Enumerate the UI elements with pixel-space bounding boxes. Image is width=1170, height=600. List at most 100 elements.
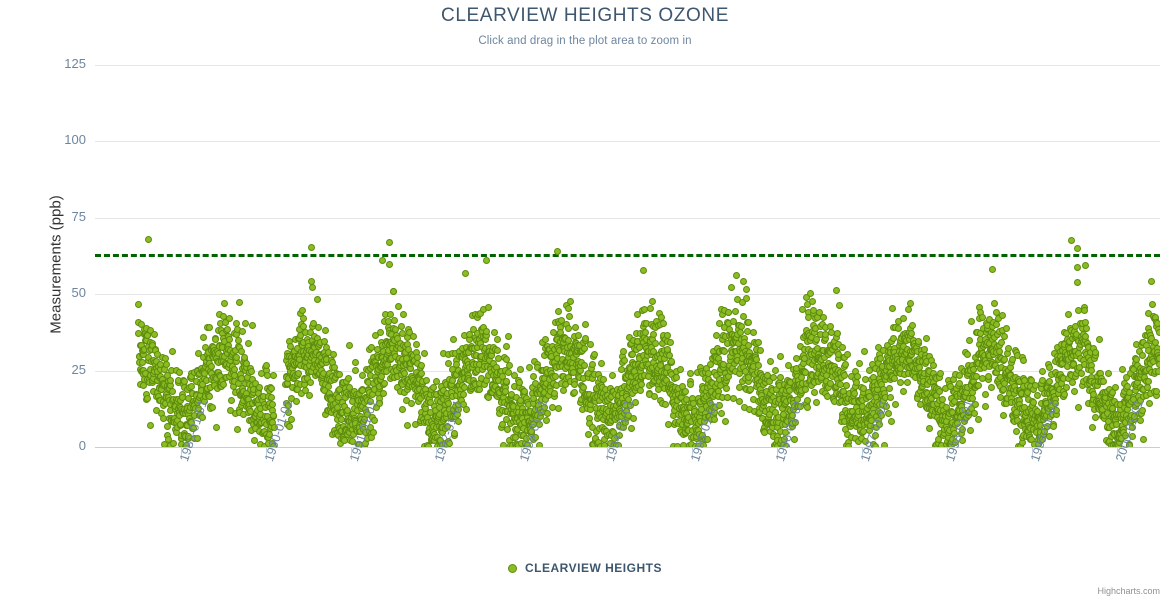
- data-point-maximum[interactable]: [1073, 244, 1081, 252]
- data-point[interactable]: [313, 296, 321, 304]
- data-point[interactable]: [459, 391, 467, 399]
- data-point[interactable]: [1149, 300, 1157, 308]
- data-point[interactable]: [345, 374, 353, 382]
- data-point[interactable]: [554, 308, 562, 316]
- data-point[interactable]: [449, 335, 457, 343]
- data-point[interactable]: [810, 388, 818, 396]
- data-point[interactable]: [307, 243, 315, 251]
- data-point[interactable]: [483, 327, 491, 335]
- data-point[interactable]: [189, 425, 197, 433]
- data-point[interactable]: [330, 350, 338, 358]
- data-point[interactable]: [981, 402, 989, 410]
- data-point[interactable]: [494, 335, 502, 343]
- data-point[interactable]: [225, 336, 233, 344]
- data-point[interactable]: [306, 378, 314, 386]
- data-point[interactable]: [525, 363, 533, 371]
- data-point[interactable]: [887, 393, 895, 401]
- data-point[interactable]: [990, 299, 998, 307]
- data-point[interactable]: [757, 347, 765, 355]
- data-point[interactable]: [743, 285, 751, 293]
- data-point[interactable]: [407, 399, 415, 407]
- data-point[interactable]: [999, 312, 1007, 320]
- data-point[interactable]: [256, 383, 264, 391]
- data-point[interactable]: [462, 405, 470, 413]
- data-point[interactable]: [835, 301, 843, 309]
- data-point[interactable]: [221, 300, 229, 308]
- data-point[interactable]: [555, 405, 563, 412]
- data-point[interactable]: [242, 320, 250, 328]
- data-point[interactable]: [687, 381, 695, 389]
- data-point[interactable]: [162, 354, 170, 362]
- data-point[interactable]: [267, 385, 275, 393]
- data-point[interactable]: [238, 327, 246, 335]
- data-point[interactable]: [167, 376, 175, 384]
- data-point-maximum[interactable]: [378, 257, 386, 265]
- data-point[interactable]: [541, 335, 549, 343]
- data-point[interactable]: [1012, 427, 1020, 435]
- data-point-maximum[interactable]: [733, 272, 741, 280]
- data-point[interactable]: [777, 353, 785, 361]
- data-point[interactable]: [841, 371, 849, 379]
- data-point[interactable]: [609, 372, 617, 380]
- data-point[interactable]: [579, 383, 587, 391]
- data-point[interactable]: [899, 315, 907, 323]
- data-point[interactable]: [490, 328, 498, 336]
- data-point[interactable]: [888, 305, 896, 313]
- data-point[interactable]: [211, 335, 219, 343]
- data-point[interactable]: [725, 308, 733, 316]
- data-point[interactable]: [484, 304, 492, 312]
- data-point[interactable]: [1073, 263, 1081, 271]
- data-point[interactable]: [205, 324, 213, 332]
- data-point[interactable]: [504, 425, 512, 433]
- data-point[interactable]: [571, 324, 579, 332]
- data-point[interactable]: [925, 424, 933, 432]
- data-point[interactable]: [742, 294, 750, 302]
- data-point-maximum[interactable]: [386, 238, 394, 246]
- data-point[interactable]: [403, 422, 411, 430]
- data-point[interactable]: [904, 379, 912, 387]
- data-point[interactable]: [1082, 262, 1090, 270]
- data-point[interactable]: [963, 351, 971, 359]
- data-point[interactable]: [199, 413, 207, 421]
- data-point[interactable]: [648, 298, 656, 306]
- data-point[interactable]: [739, 277, 747, 285]
- data-point[interactable]: [176, 369, 184, 377]
- data-point[interactable]: [649, 330, 657, 338]
- data-point[interactable]: [891, 401, 899, 409]
- data-point[interactable]: [668, 357, 676, 365]
- data-point[interactable]: [886, 384, 894, 392]
- highcharts-credit[interactable]: Highcharts.com: [1097, 586, 1160, 596]
- data-point[interactable]: [314, 323, 322, 331]
- data-point[interactable]: [833, 286, 841, 294]
- data-point[interactable]: [900, 387, 908, 395]
- data-point[interactable]: [600, 375, 608, 383]
- data-point[interactable]: [146, 422, 154, 430]
- data-point[interactable]: [377, 329, 385, 337]
- data-point[interactable]: [1060, 391, 1068, 399]
- data-point[interactable]: [968, 317, 976, 325]
- data-point[interactable]: [395, 303, 403, 311]
- data-point[interactable]: [812, 398, 820, 406]
- data-point[interactable]: [412, 340, 420, 348]
- data-point[interactable]: [226, 406, 234, 414]
- data-point[interactable]: [887, 418, 895, 426]
- data-point[interactable]: [566, 297, 574, 305]
- data-point[interactable]: [997, 339, 1005, 347]
- data-point[interactable]: [1083, 324, 1091, 332]
- data-point[interactable]: [855, 360, 863, 368]
- data-point[interactable]: [660, 320, 668, 328]
- data-point[interactable]: [195, 349, 203, 357]
- data-point[interactable]: [504, 333, 512, 341]
- data-point[interactable]: [667, 338, 675, 346]
- data-point[interactable]: [169, 387, 177, 395]
- plot-area[interactable]: [95, 65, 1160, 447]
- data-point[interactable]: [663, 331, 671, 339]
- data-point[interactable]: [226, 315, 234, 323]
- data-point[interactable]: [212, 423, 220, 431]
- data-point[interactable]: [620, 348, 628, 356]
- data-point[interactable]: [170, 440, 178, 447]
- data-point[interactable]: [187, 418, 195, 426]
- data-point[interactable]: [966, 337, 974, 345]
- data-point[interactable]: [842, 382, 850, 390]
- data-point[interactable]: [1045, 363, 1053, 371]
